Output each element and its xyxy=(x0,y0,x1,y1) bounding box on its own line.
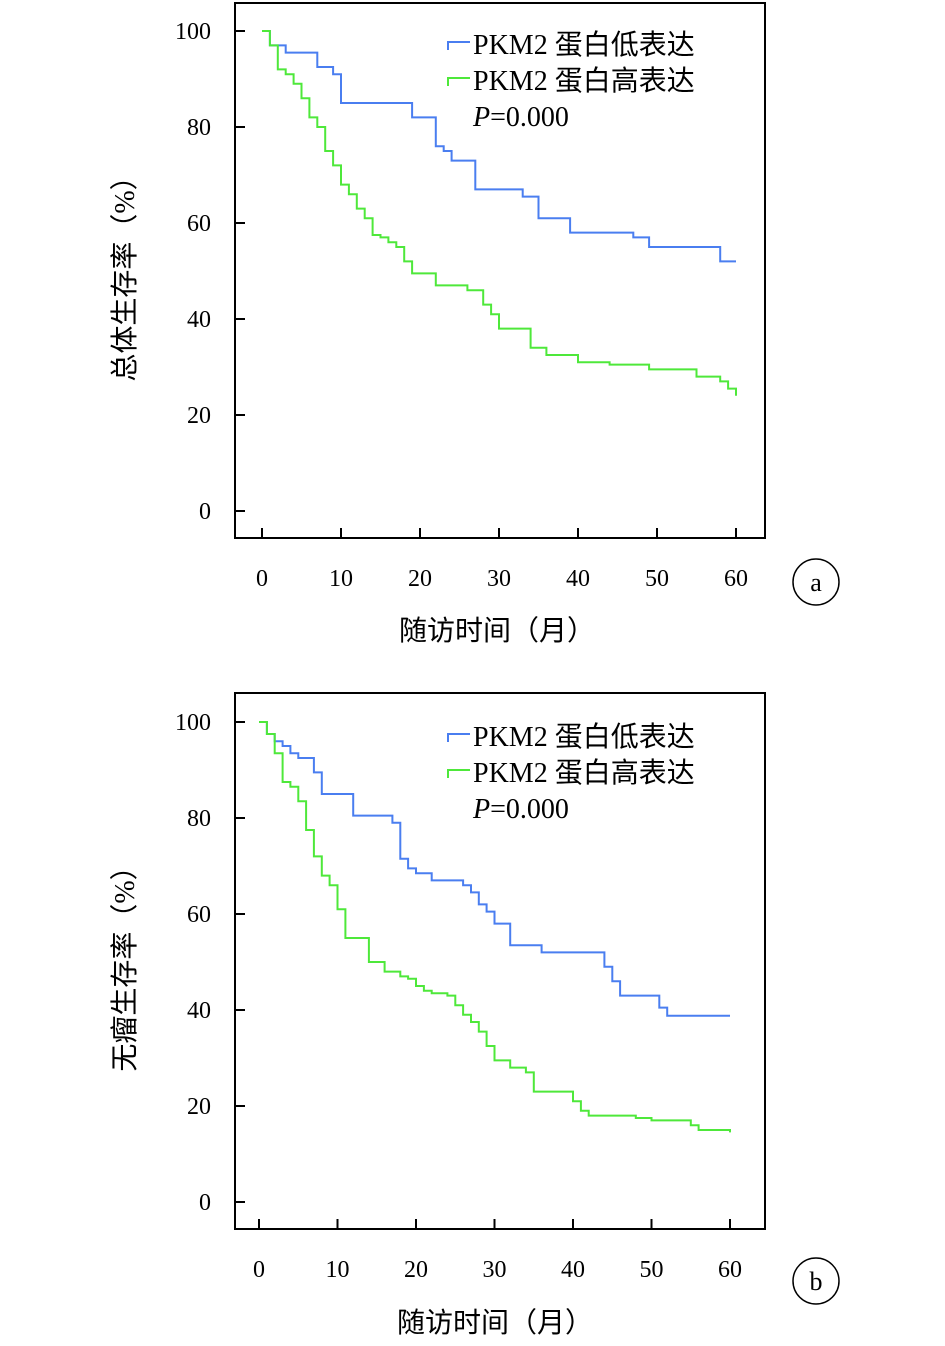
x-tick-label: 50 xyxy=(640,1257,664,1283)
x-tick-label: 10 xyxy=(326,1257,350,1283)
survival-curves xyxy=(259,721,731,1133)
p-value-annotation: P=0.000 xyxy=(472,102,569,133)
legend-label: PKM2 蛋白低表达 xyxy=(473,29,695,61)
panel-label-text: b xyxy=(810,1267,823,1296)
panel-label-text: a xyxy=(810,568,822,597)
x-axis-title: 随访时间（月） xyxy=(399,615,595,647)
x-tick-label: 10 xyxy=(329,566,353,592)
y-tick-label: 0 xyxy=(199,499,211,525)
legend-swatch xyxy=(447,769,470,778)
plot-axes xyxy=(234,2,766,539)
y-tick-label: 0 xyxy=(199,1190,211,1216)
x-tick-label: 50 xyxy=(645,566,669,592)
legend-label: PKM2 蛋白低表达 xyxy=(473,721,695,753)
x-tick-label: 60 xyxy=(718,1257,742,1283)
survival-curve xyxy=(262,30,736,263)
x-tick-label: 40 xyxy=(566,566,590,592)
x-tick-label: 20 xyxy=(408,566,432,592)
y-tick-label: 40 xyxy=(187,998,211,1024)
y-tick-label: 40 xyxy=(187,307,211,333)
legend-label: PKM2 蛋白高表达 xyxy=(473,65,695,97)
x-tick-label: 30 xyxy=(483,1257,507,1283)
survival-curve xyxy=(262,30,737,396)
panel-label-circle xyxy=(792,1257,840,1305)
y-axis-title: 无瘤生存率（%） xyxy=(109,852,141,1071)
x-tick-labels: 0 10 20 30 40 50 60 xyxy=(256,566,748,592)
y-tick-label: 60 xyxy=(187,211,211,237)
panel-label-circle xyxy=(792,558,840,606)
survival-curve xyxy=(259,721,730,1017)
y-tick-label: 100 xyxy=(175,710,211,736)
legend: PKM2 蛋白低表达 PKM2 蛋白高表达 P=0.000 xyxy=(447,29,695,133)
x-tick-labels: 0 10 20 30 40 50 60 xyxy=(253,1257,742,1283)
p-value-symbol: P xyxy=(472,794,490,825)
p-value-annotation: P=0.000 xyxy=(472,794,569,825)
y-tick-label: 20 xyxy=(187,1094,211,1120)
x-tick-label: 60 xyxy=(724,566,748,592)
y-tick-label: 80 xyxy=(187,806,211,832)
panel-label: b xyxy=(792,1257,840,1305)
y-tick-labels: 0 20 40 60 80 100 xyxy=(175,19,211,525)
legend-label: PKM2 蛋白高表达 xyxy=(473,757,695,789)
x-tick-label: 40 xyxy=(561,1257,585,1283)
y-tick-label: 100 xyxy=(175,19,211,45)
x-tick-label: 0 xyxy=(256,566,268,592)
x-axis-title: 随访时间（月） xyxy=(397,1307,593,1339)
y-tick-label: 60 xyxy=(187,902,211,928)
plot-axes xyxy=(234,692,766,1230)
x-tick-label: 0 xyxy=(253,1257,265,1283)
y-axis-title: 总体生存率（%） xyxy=(109,162,141,381)
plot-frame xyxy=(234,692,766,1230)
y-tick-label: 80 xyxy=(187,115,211,141)
y-tick-label: 20 xyxy=(187,403,211,429)
x-tick-label: 20 xyxy=(404,1257,428,1283)
x-tick-label: 30 xyxy=(487,566,511,592)
legend-swatch xyxy=(447,41,470,50)
survival-curves xyxy=(262,30,737,396)
p-value-symbol: P xyxy=(472,102,490,133)
panel-label: a xyxy=(792,558,840,606)
legend-swatch xyxy=(447,733,470,742)
y-tick-labels: 0 20 40 60 80 100 xyxy=(175,710,211,1216)
p-value-text: =0.000 xyxy=(490,102,569,133)
survival-curve xyxy=(259,721,731,1133)
legend-swatch xyxy=(447,77,470,86)
legend: PKM2 蛋白低表达 PKM2 蛋白高表达 P=0.000 xyxy=(447,721,695,825)
p-value-text: =0.000 xyxy=(490,794,569,825)
